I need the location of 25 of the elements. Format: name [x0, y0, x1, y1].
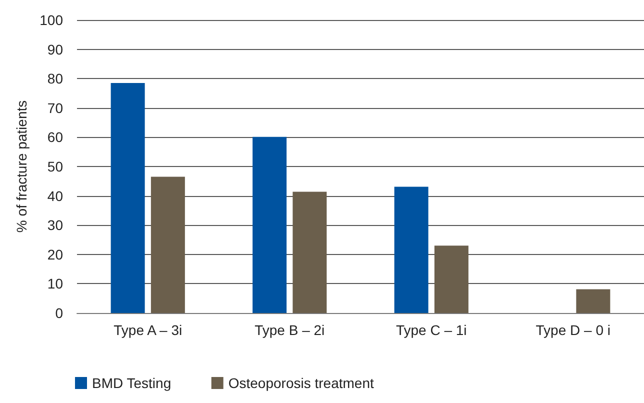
- y-axis-title: % of fracture patients: [14, 100, 30, 233]
- legend-label: Osteoporosis treatment: [228, 375, 374, 391]
- y-tick-label: 40: [47, 188, 64, 204]
- x-tick-label: Type C – 1i: [396, 322, 467, 338]
- y-tick-label: 80: [47, 70, 64, 87]
- y-tick-label: 60: [47, 129, 64, 146]
- y-tick-label: 50: [47, 158, 64, 174]
- bar: [434, 246, 468, 313]
- bar: [292, 192, 327, 313]
- y-tick-label: 90: [47, 41, 64, 58]
- x-tick-label: Type B – 2i: [254, 322, 325, 338]
- y-tick-label: 0: [55, 305, 64, 321]
- y-tick-label: 70: [47, 100, 64, 116]
- y-tick-label: 20: [47, 246, 64, 262]
- bar: [576, 289, 610, 313]
- bar: [252, 136, 287, 313]
- y-tick-label: 10: [47, 276, 64, 292]
- x-tick-label: Type A – 3i: [114, 322, 182, 338]
- legend-label: BMD Testing: [92, 375, 172, 391]
- y-tick-label: 100: [40, 12, 64, 28]
- x-tick-label: Type D – 0 i: [536, 322, 610, 338]
- bar: [110, 82, 145, 313]
- bar: [394, 186, 428, 313]
- bar: [150, 176, 185, 313]
- y-tick-label: 30: [47, 217, 64, 234]
